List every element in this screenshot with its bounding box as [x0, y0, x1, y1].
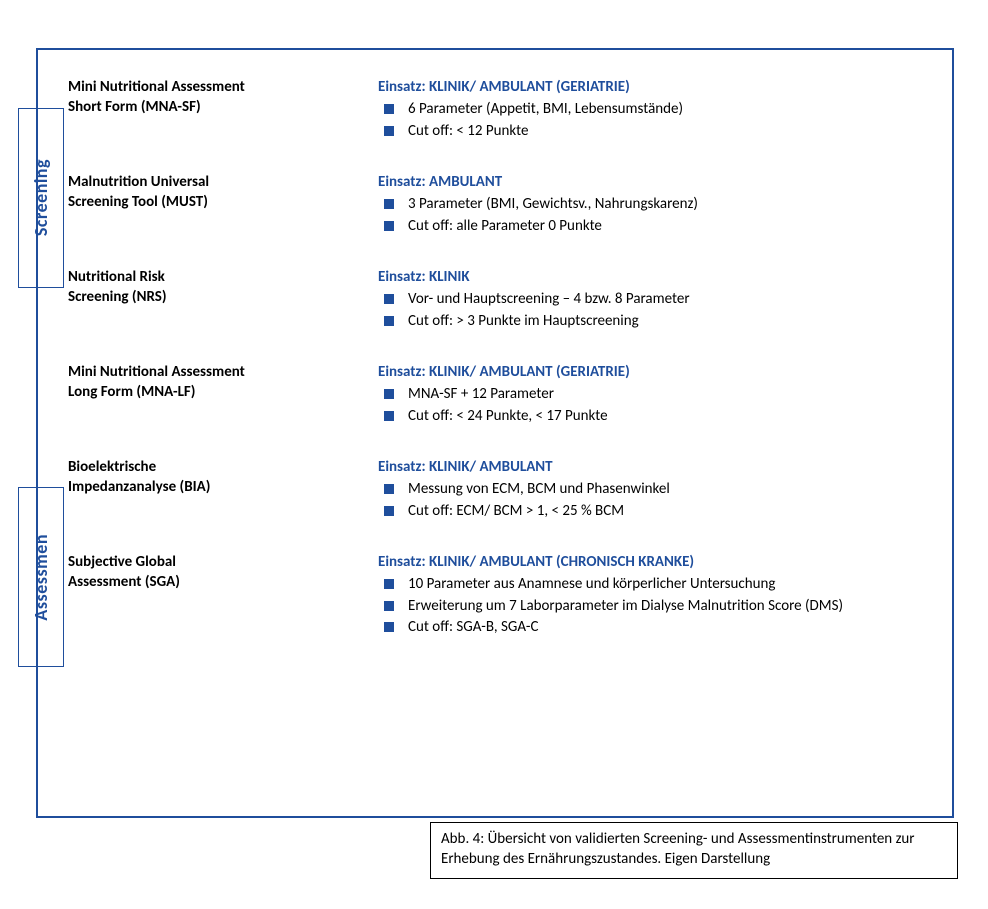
bullet-row: Cut off: alle Parameter 0 Punkte: [378, 217, 922, 237]
title-line2: Screening Tool (MUST): [68, 193, 208, 211]
title-line2: Long Form (MNA-LF): [68, 383, 195, 401]
bullet-text: 3 Parameter (BMI, Gewichtsv., Nahrungska…: [408, 195, 698, 215]
bullet-text: 6 Parameter (Appetit, BMI, Lebensumständ…: [408, 100, 683, 120]
square-bullet-icon: [384, 601, 394, 611]
bullet-text: Vor- und Hauptscreening – 4 bzw. 8 Param…: [408, 290, 690, 310]
details-must: Einsatz: AMBULANT 3 Parameter (BMI, Gewic…: [378, 173, 922, 238]
title-line1: Mini Nutritional Assessment: [68, 78, 245, 96]
square-bullet-icon: [384, 484, 394, 494]
section-mna-lf: Mini Nutritional Assessment Long Form (MN…: [68, 363, 922, 428]
details-bia: Einsatz: KLINIK/ AMBULANT Messung von ECM…: [378, 458, 922, 523]
title-line1: Malnutrition Universal: [68, 173, 209, 191]
title-line2: Screening (NRS): [68, 288, 167, 306]
square-bullet-icon: [384, 506, 394, 516]
square-bullet-icon: [384, 221, 394, 231]
tool-title-text: Nutritional Risk Screening (NRS): [68, 268, 378, 307]
square-bullet-icon: [384, 579, 394, 589]
section-spacer: [68, 246, 922, 260]
square-bullet-icon: [384, 411, 394, 421]
title-line1: Mini Nutritional Assessment: [68, 363, 245, 381]
bullet-text: Cut off: < 12 Punkte: [408, 122, 528, 142]
tool-title-text: Malnutrition Universal Screening Tool (MU…: [68, 173, 378, 212]
tool-title-text: Mini Nutritional Assessment Long Form (MN…: [68, 363, 378, 402]
bullet-row: Cut off: < 12 Punkte: [378, 122, 922, 142]
title-line2: Short Form (MNA-SF): [68, 98, 201, 116]
square-bullet-icon: [384, 316, 394, 326]
bullet-row: Erweiterung um 7 Laborparameter im Dialy…: [378, 597, 922, 617]
square-bullet-icon: [384, 199, 394, 209]
bullet-row: Cut off: SGA-B, SGA-C: [378, 618, 922, 638]
tool-title-text: Mini Nutritional Assessment Short Form (M…: [68, 78, 378, 117]
section-spacer: [68, 436, 922, 450]
bullet-row: Messung von ECM, BCM und Phasenwinkel: [378, 480, 922, 500]
einsatz-label: Einsatz: AMBULANT: [378, 173, 922, 191]
bullet-row: 10 Parameter aus Anamnese und körperlich…: [378, 575, 922, 595]
tool-title-nrs: Nutritional Risk Screening (NRS): [68, 268, 378, 307]
sections-container: Mini Nutritional Assessment Short Form (M…: [68, 78, 922, 640]
title-line2: Assessment (SGA): [68, 573, 180, 591]
tool-title-text: Bioelektrische Impedanzanalyse (BIA): [68, 458, 378, 497]
figure-caption-text: Abb. 4: Übersicht von validierten Screen…: [441, 830, 915, 868]
bullet-row: Cut off: ECM/ BCM > 1, < 25 % BCM: [378, 502, 922, 522]
section-nrs: Nutritional Risk Screening (NRS) Einsatz: …: [68, 268, 922, 333]
title-line2: Impedanzanalyse (BIA): [68, 478, 210, 496]
bullet-text: 10 Parameter aus Anamnese und körperlich…: [408, 575, 775, 595]
einsatz-label: Einsatz: KLINIK/ AMBULANT (GERIATRIE): [378, 78, 922, 96]
bullet-text: Cut off: SGA-B, SGA-C: [408, 618, 538, 638]
square-bullet-icon: [384, 126, 394, 136]
bullet-row: 3 Parameter (BMI, Gewichtsv., Nahrungska…: [378, 195, 922, 215]
bullet-row: Cut off: > 3 Punkte im Hauptscreening: [378, 312, 922, 332]
tool-title-sga: Subjective Global Assessment (SGA): [68, 553, 378, 592]
details-nrs: Einsatz: KLINIK Vor- und Hauptscreening –…: [378, 268, 922, 333]
details-sga: Einsatz: KLINIK/ AMBULANT (CHRONISCH KRA…: [378, 553, 922, 640]
bullet-text: Erweiterung um 7 Laborparameter im Dialy…: [408, 597, 843, 617]
section-spacer: [68, 151, 922, 165]
square-bullet-icon: [384, 294, 394, 304]
section-mna-sf: Mini Nutritional Assessment Short Form (M…: [68, 78, 922, 143]
bullet-row: Vor- und Hauptscreening – 4 bzw. 8 Param…: [378, 290, 922, 310]
bullet-text: Messung von ECM, BCM und Phasenwinkel: [408, 480, 670, 500]
bullet-row: MNA-SF + 12 Parameter: [378, 385, 922, 405]
details-mna-lf: Einsatz: KLINIK/ AMBULANT (GERIATRIE) MNA…: [378, 363, 922, 428]
section-must: Malnutrition Universal Screening Tool (MU…: [68, 173, 922, 238]
title-line1: Nutritional Risk: [68, 268, 165, 286]
tool-title-must: Malnutrition Universal Screening Tool (MU…: [68, 173, 378, 212]
square-bullet-icon: [384, 389, 394, 399]
title-line1: Subjective Global: [68, 553, 176, 571]
bullet-row: Cut off: < 24 Punkte, < 17 Punkte: [378, 407, 922, 427]
bullet-text: Cut off: < 24 Punkte, < 17 Punkte: [408, 407, 608, 427]
bullet-text: Cut off: ECM/ BCM > 1, < 25 % BCM: [408, 502, 624, 522]
figure-caption: Abb. 4: Übersicht von validierten Screen…: [430, 822, 958, 879]
square-bullet-icon: [384, 622, 394, 632]
tool-title-mna-lf: Mini Nutritional Assessment Long Form (MN…: [68, 363, 378, 402]
section-bia: Bioelektrische Impedanzanalyse (BIA) Einsa…: [68, 458, 922, 523]
bullet-text: Cut off: > 3 Punkte im Hauptscreening: [408, 312, 639, 332]
section-spacer: [68, 531, 922, 545]
main-frame: Mini Nutritional Assessment Short Form (M…: [36, 48, 954, 818]
bullet-text: MNA-SF + 12 Parameter: [408, 385, 554, 405]
section-sga: Subjective Global Assessment (SGA) Einsatz…: [68, 553, 922, 640]
details-mna-sf: Einsatz: KLINIK/ AMBULANT (GERIATRIE) 6 P…: [378, 78, 922, 143]
tool-title-text: Subjective Global Assessment (SGA): [68, 553, 378, 592]
title-line1: Bioelektrische: [68, 458, 156, 476]
tool-title-mna-sf: Mini Nutritional Assessment Short Form (M…: [68, 78, 378, 117]
einsatz-label: Einsatz: KLINIK/ AMBULANT: [378, 458, 922, 476]
bullet-row: 6 Parameter (Appetit, BMI, Lebensumständ…: [378, 100, 922, 120]
einsatz-label: Einsatz: KLINIK: [378, 268, 922, 286]
section-spacer: [68, 341, 922, 355]
einsatz-label: Einsatz: KLINIK/ AMBULANT (CHRONISCH KRA…: [378, 553, 922, 571]
bullet-text: Cut off: alle Parameter 0 Punkte: [408, 217, 602, 237]
square-bullet-icon: [384, 104, 394, 114]
einsatz-label: Einsatz: KLINIK/ AMBULANT (GERIATRIE): [378, 363, 922, 381]
tool-title-bia: Bioelektrische Impedanzanalyse (BIA): [68, 458, 378, 497]
